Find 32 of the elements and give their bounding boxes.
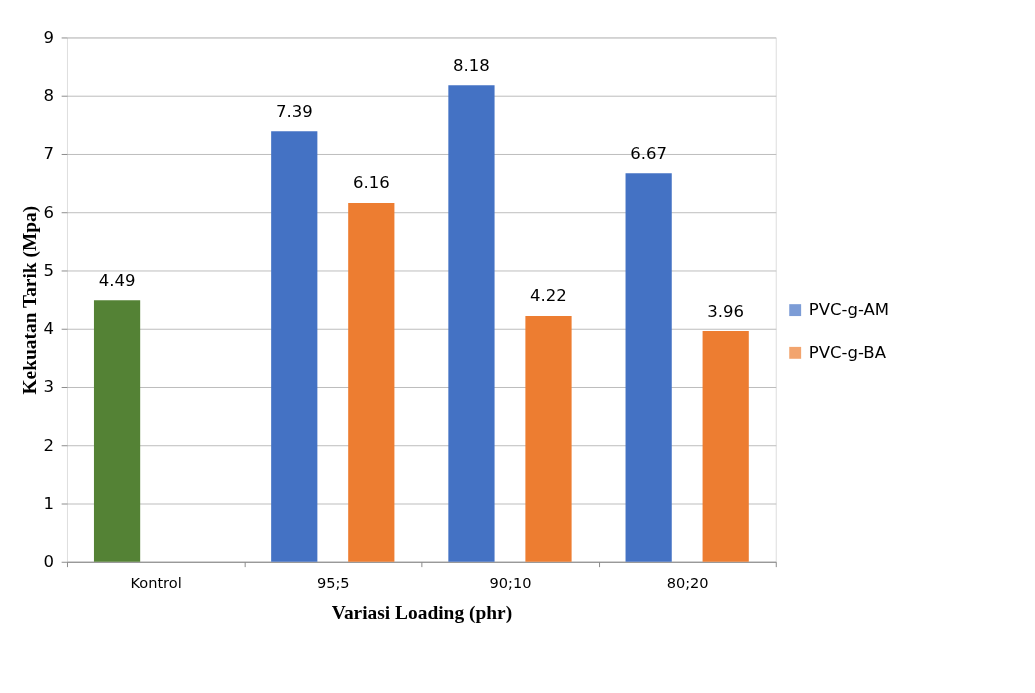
y-axis-title: Kekuatan Tarik (Mpa) (18, 205, 41, 395)
data-label: 3.96 (707, 301, 745, 321)
data-label: 4.49 (98, 270, 136, 290)
y-tick-label: 9 (43, 27, 54, 47)
bar (702, 331, 749, 562)
y-tick-label: 6 (43, 202, 54, 222)
y-tick-label: 4 (43, 319, 54, 339)
y-tick-label: 0 (43, 552, 54, 572)
data-label: 7.39 (275, 101, 313, 121)
y-tick-label: 8 (43, 86, 54, 106)
bar (271, 131, 318, 562)
y-tick-label: 1 (43, 493, 54, 513)
x-tick-label: 80;20 (666, 574, 709, 592)
x-axis-title: Variasi Loading (phr) (331, 601, 513, 624)
bar (93, 300, 141, 562)
legend-label: PVC-g-BA (808, 342, 887, 362)
x-tick-label: Kontrol (130, 574, 182, 592)
bar (348, 202, 395, 562)
bar (625, 173, 672, 562)
data-label: 8.18 (453, 55, 490, 75)
bar (448, 85, 495, 562)
legend-label: PVC-g-AM (808, 299, 890, 319)
data-label: 6.67 (630, 143, 668, 163)
data-label: 6.16 (352, 173, 390, 193)
x-tick-label: 95;5 (316, 574, 350, 592)
y-tick-label: 3 (43, 377, 54, 397)
y-tick-label: 2 (43, 435, 54, 455)
y-tick-label: 5 (43, 260, 54, 280)
bar (525, 315, 572, 562)
data-label: 4.22 (530, 286, 567, 306)
x-tick-label: 90;10 (489, 574, 532, 592)
y-tick-label: 7 (43, 144, 54, 164)
